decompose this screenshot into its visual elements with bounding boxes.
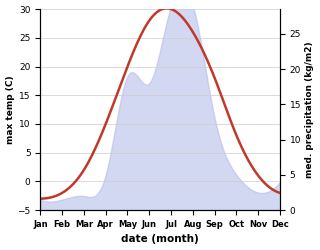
Y-axis label: med. precipitation (kg/m2): med. precipitation (kg/m2) (306, 41, 315, 178)
X-axis label: date (month): date (month) (121, 234, 199, 244)
Y-axis label: max temp (C): max temp (C) (5, 75, 14, 144)
